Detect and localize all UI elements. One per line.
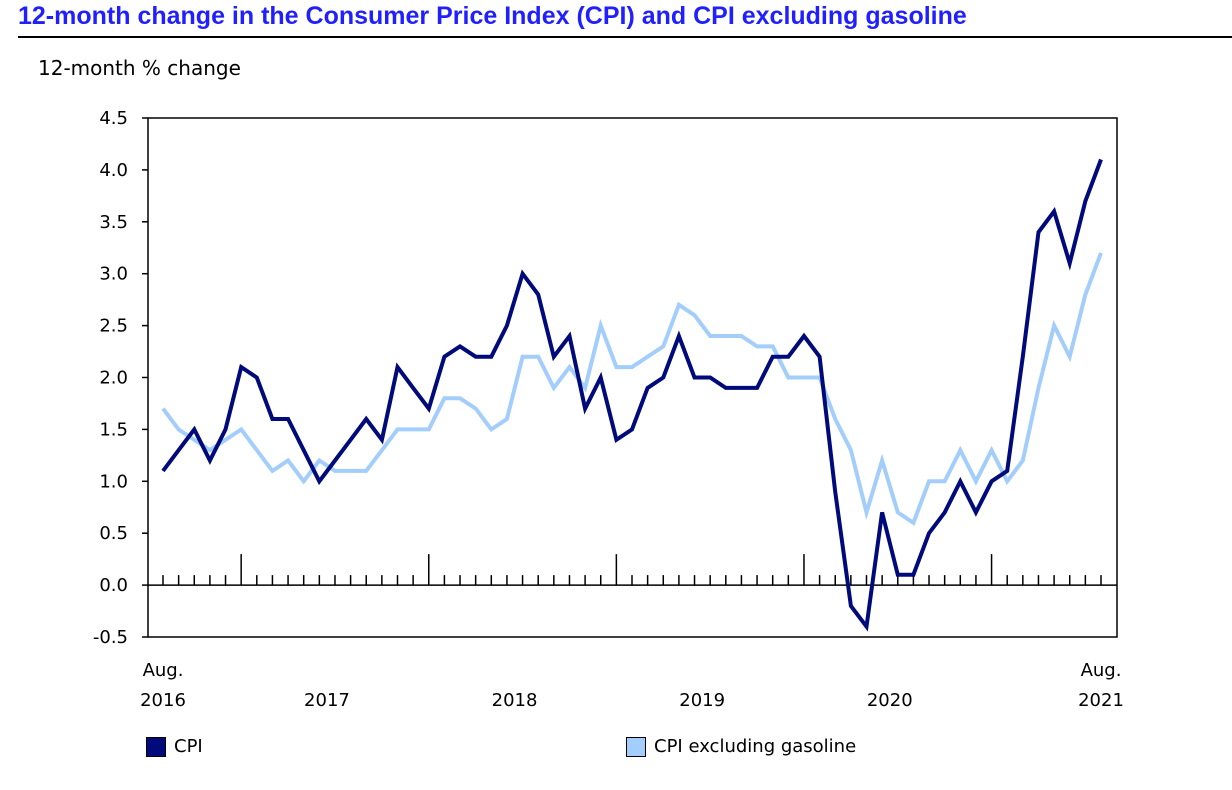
y-axis-label: 12-month % change xyxy=(38,56,241,80)
y-tick-label: 2.5 xyxy=(99,316,128,337)
y-tick-label: 3.5 xyxy=(99,212,128,233)
x-tick-label-year: 2017 xyxy=(304,690,350,711)
series-line-cpi xyxy=(161,158,1103,632)
legend-item-cpi: CPI xyxy=(146,736,203,757)
x-tick-label-year: 2016 xyxy=(140,690,186,711)
y-tick-label: 4.0 xyxy=(99,160,128,181)
y-tick-label: 0.5 xyxy=(99,523,128,544)
x-tick-label-year: 2018 xyxy=(492,690,538,711)
y-tick-label: 1.0 xyxy=(99,471,128,492)
title-rule xyxy=(18,36,1232,38)
y-tick-label: -0.5 xyxy=(93,627,128,648)
x-tick-label-year: 2020 xyxy=(867,690,913,711)
x-tick-label-year: 2019 xyxy=(679,690,725,711)
y-tick-label: 2.0 xyxy=(99,368,128,389)
x-tick-label-month: Aug. xyxy=(143,660,184,681)
legend-swatch-cpi xyxy=(146,736,166,757)
y-tick-label: 4.5 xyxy=(99,108,128,129)
plot-frame xyxy=(147,117,1118,638)
y-tick-label: 1.5 xyxy=(99,419,128,440)
chart-title: 12-month change in the Consumer Price In… xyxy=(18,2,967,30)
y-tick-label: 3.0 xyxy=(99,264,128,285)
x-tick-label-month: Aug. xyxy=(1081,660,1122,681)
y-tick-label: 0.0 xyxy=(99,575,128,596)
legend-label-cpi: CPI xyxy=(174,736,203,757)
x-tick-label-year: 2021 xyxy=(1078,690,1124,711)
legend-label-cpi-ex-gasoline: CPI excluding gasoline xyxy=(654,736,857,757)
legend-item-cpi-ex-gasoline: CPI excluding gasoline xyxy=(626,736,856,757)
legend-swatch-cpi-ex-gasoline xyxy=(626,736,646,757)
